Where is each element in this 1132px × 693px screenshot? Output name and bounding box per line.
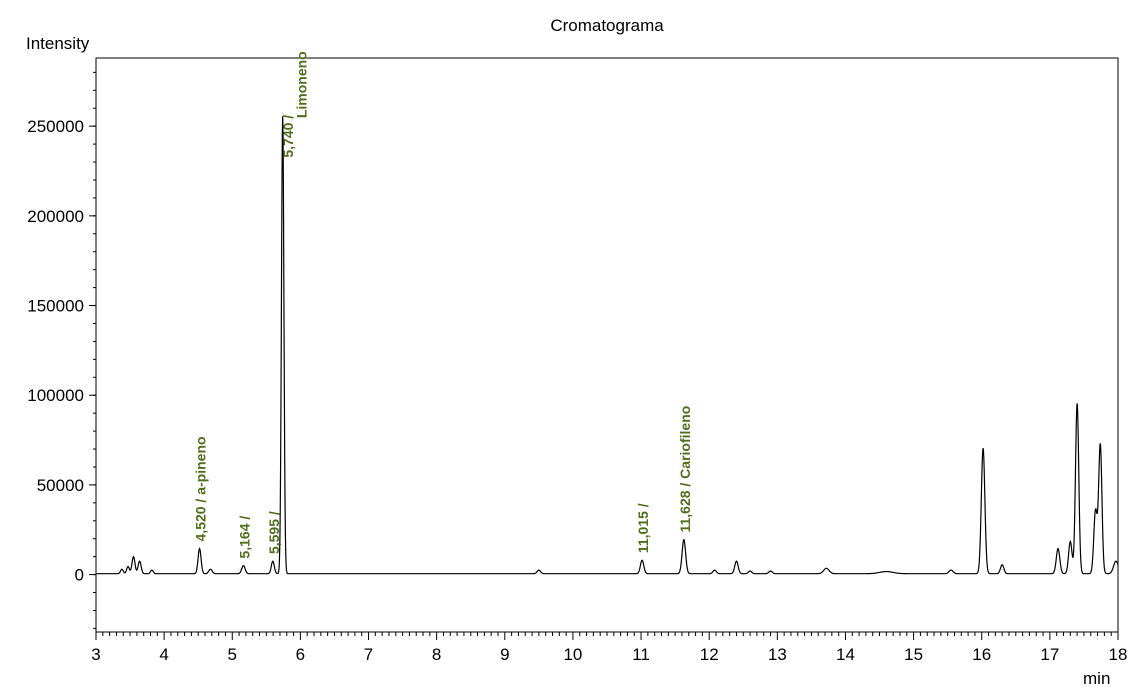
y-tick-label-2: 100000 [27, 386, 84, 405]
x-tick-label-2: 5 [228, 645, 237, 664]
x-tick-label-6: 9 [500, 645, 509, 664]
x-tick-label-14: 17 [1040, 645, 1059, 664]
x-tick-label-11: 14 [836, 645, 855, 664]
y-tick-label-3: 150000 [27, 297, 84, 316]
chromatogram-trace [96, 116, 1118, 573]
chart-title: Cromatograma [550, 16, 664, 35]
x-tick-label-8: 11 [632, 645, 650, 664]
x-tick-label-9: 12 [700, 645, 719, 664]
peak-label-2: 5,595 / [266, 511, 282, 554]
y-tick-label-4: 200000 [27, 207, 84, 226]
x-axis-title: min [1083, 669, 1110, 688]
x-tick-label-7: 10 [563, 645, 582, 664]
y-tick-label-1: 50000 [37, 476, 84, 495]
peak-label-5: 11,015 / [635, 503, 651, 553]
x-tick-label-12: 15 [904, 645, 923, 664]
axes-layer: 3 4 5 6 7 8 9 10 11 12 13 14 15 16 17 18 0 50000 100000 150… [27, 72, 1127, 664]
y-tick-label-0: 0 [75, 566, 84, 585]
x-tick-label-10: 13 [768, 645, 787, 664]
y-tick-label-5: 250000 [27, 117, 84, 136]
peak-label-3: 5,740 / [280, 115, 296, 158]
x-tick-label-1: 4 [159, 645, 168, 664]
x-tick-label-15: 18 [1109, 645, 1128, 664]
x-tick-label-3: 6 [296, 645, 305, 664]
peak-label-0: 4,520 / a-pineno [193, 436, 209, 541]
peak-label-4: Limoneno [293, 51, 309, 118]
x-tick-label-4: 7 [364, 645, 373, 664]
trace-layer [96, 116, 1118, 574]
x-tick-label-5: 8 [432, 645, 441, 664]
y-axis-title: Intensity [26, 34, 90, 53]
peak-labels-layer: 4,520 / a-pineno 5,164 / 5,595 / 5,740 /Lim… [193, 51, 693, 558]
x-tick-label-13: 16 [972, 645, 991, 664]
peak-label-1: 5,164 / [236, 516, 252, 559]
x-tick-label-0: 3 [91, 645, 100, 664]
peak-label-6: 11,628 / Cariofileno [677, 406, 693, 533]
